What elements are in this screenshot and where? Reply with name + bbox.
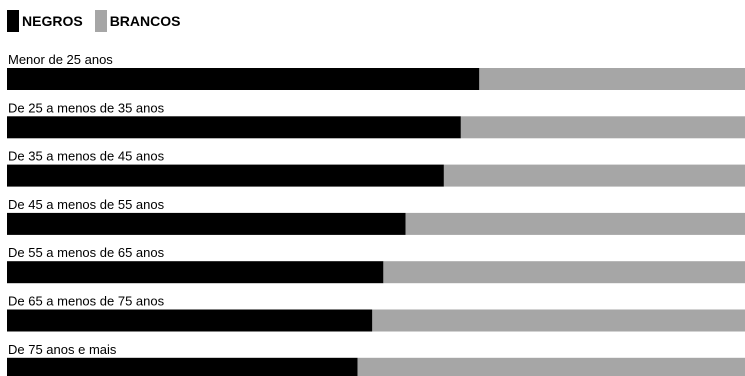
bar-segment-brancos [405,212,745,235]
bar-segment-negros [7,116,461,139]
category-label: De 35 a menos de 45 anos [8,149,165,164]
bar-segment-negros [7,68,480,90]
bar-segment-brancos [372,309,745,332]
legend: NEGROS BRANCOS [7,10,192,32]
category-label: De 25 a menos de 35 anos [8,100,165,115]
category-label: De 45 a menos de 55 anos [8,197,165,212]
bar-segment-negros [7,261,384,284]
bar-segment-brancos [357,357,745,376]
bar-segment-negros [7,357,358,376]
bar-segment-negros [7,164,444,187]
legend-swatch-brancos [94,10,107,32]
legend-label-brancos: BRANCOS [109,13,181,29]
legend-swatch-negros [7,10,19,32]
bar-segment-brancos [479,68,745,90]
category-label: De 75 anos e mais [8,342,117,357]
bar-segment-brancos [383,261,745,284]
bar-segment-brancos [460,116,745,139]
category-label: Menor de 25 anos [8,52,113,67]
bar-segment-brancos [443,164,745,187]
category-label: De 65 a menos de 75 anos [8,294,165,309]
legend-item-negros: NEGROS [7,10,83,32]
category-label: De 55 a menos de 65 anos [8,245,165,260]
bar-segment-negros [7,212,406,235]
legend-item-brancos: BRANCOS [94,10,181,32]
bar-segment-negros [7,309,373,332]
legend-label-negros: NEGROS [22,13,83,29]
